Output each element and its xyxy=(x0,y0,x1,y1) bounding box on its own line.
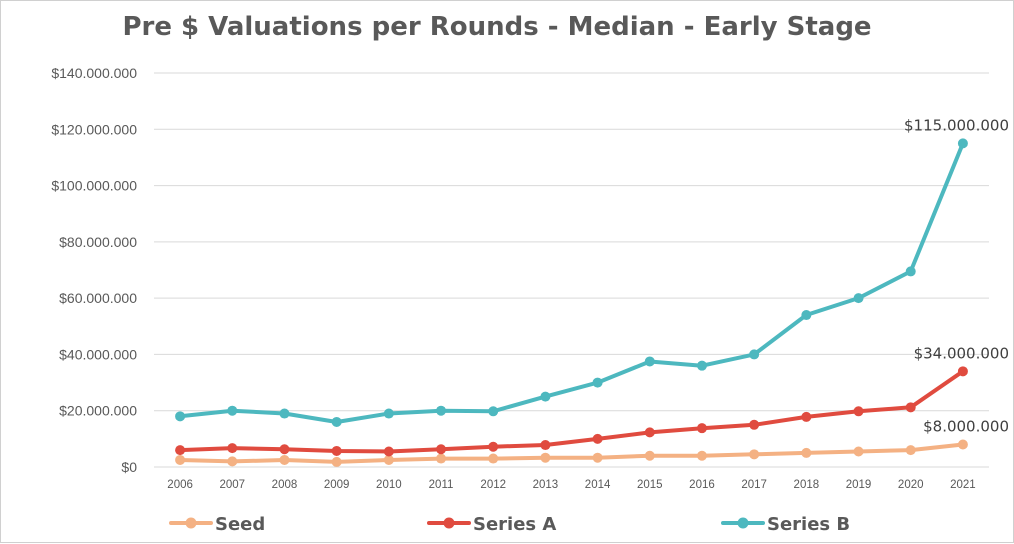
gridlines xyxy=(154,72,989,468)
data-point xyxy=(436,405,447,416)
data-point xyxy=(696,423,707,434)
x-tick-label: 2013 xyxy=(533,479,559,491)
data-point xyxy=(383,454,394,465)
data-label: $34.000.000 xyxy=(914,344,1009,362)
data-point xyxy=(644,427,655,438)
y-tick-label: $80.000.000 xyxy=(59,234,137,250)
x-tick-label: 2009 xyxy=(324,479,350,491)
legend-item: Series B xyxy=(721,514,850,535)
y-tick-label: $140.000.000 xyxy=(51,65,137,81)
data-point xyxy=(279,444,290,455)
legend-swatch-marker xyxy=(737,517,749,529)
x-tick-label: 2007 xyxy=(219,479,245,491)
series-group xyxy=(175,138,968,467)
x-tick-label: 2015 xyxy=(637,479,663,491)
data-point xyxy=(227,443,238,454)
data-point xyxy=(540,440,551,451)
data-point xyxy=(331,416,342,427)
data-point xyxy=(331,456,342,467)
data-point xyxy=(488,441,499,452)
y-axis-ticks: $0 $20.000.000 $40.000.000 $60.000.000 $80.0… xyxy=(51,65,137,475)
x-axis-ticks: 2006 2007 2008 2009 2010 2011 2012 2013 2014 2015… xyxy=(167,479,975,491)
x-tick-label: 2006 xyxy=(167,479,193,491)
data-point xyxy=(853,293,864,304)
data-point xyxy=(853,446,864,457)
x-tick-label: 2016 xyxy=(689,479,715,491)
data-point xyxy=(749,419,760,430)
data-point xyxy=(801,411,812,422)
data-point xyxy=(383,446,394,457)
legend-item: Seed xyxy=(169,514,265,535)
legend-swatch-marker xyxy=(443,517,455,529)
series-line xyxy=(178,369,965,454)
data-labels: $8.000.000 $34.000.000 $115.000.000 xyxy=(904,116,1009,435)
x-tick-label: 2021 xyxy=(950,479,976,491)
data-point xyxy=(488,453,499,464)
y-tick-label: $100.000.000 xyxy=(51,178,137,194)
data-point xyxy=(592,433,603,444)
data-point xyxy=(488,406,499,417)
data-point xyxy=(905,402,916,413)
y-tick-label: $120.000.000 xyxy=(51,121,137,137)
data-point xyxy=(957,439,968,450)
x-tick-label: 2020 xyxy=(898,479,924,491)
data-point xyxy=(749,449,760,460)
data-point xyxy=(592,377,603,388)
series-line xyxy=(178,141,965,424)
y-tick-label: $40.000.000 xyxy=(59,346,137,362)
data-point xyxy=(331,445,342,456)
data-point xyxy=(383,408,394,419)
x-tick-label: 2008 xyxy=(272,479,298,491)
data-point xyxy=(644,356,655,367)
chart-title: Pre $ Valuations per Rounds - Median - E… xyxy=(122,12,871,42)
legend-item: Series A xyxy=(427,514,556,535)
legend-label: Series B xyxy=(767,514,850,535)
data-point xyxy=(801,447,812,458)
data-point xyxy=(644,450,655,461)
y-tick-label: $0 xyxy=(121,459,137,475)
x-tick-label: 2010 xyxy=(376,479,402,491)
x-tick-label: 2017 xyxy=(741,479,767,491)
legend-swatch-marker xyxy=(185,517,197,529)
series-seed xyxy=(175,439,968,467)
data-point xyxy=(905,445,916,456)
data-point xyxy=(853,406,864,417)
y-tick-label: $20.000.000 xyxy=(59,403,137,419)
data-label: $8.000.000 xyxy=(923,417,1009,435)
data-point xyxy=(175,454,186,465)
x-tick-label: 2014 xyxy=(585,479,611,491)
data-point xyxy=(592,452,603,463)
x-tick-label: 2011 xyxy=(429,479,454,491)
legend: Seed Series A Series B xyxy=(169,514,850,535)
data-point xyxy=(279,408,290,419)
series-line xyxy=(178,442,965,464)
legend-label: Series A xyxy=(473,514,556,535)
data-label: $115.000.000 xyxy=(904,116,1009,134)
data-point xyxy=(175,411,186,422)
legend-label: Seed xyxy=(215,514,265,535)
data-point xyxy=(749,349,760,360)
data-point xyxy=(227,456,238,467)
series-series-b xyxy=(175,138,968,427)
data-point xyxy=(227,405,238,416)
data-point xyxy=(905,266,916,277)
data-point xyxy=(957,366,968,377)
data-point xyxy=(540,452,551,463)
data-point xyxy=(957,138,968,149)
data-point xyxy=(696,450,707,461)
y-tick-label: $60.000.000 xyxy=(59,290,137,306)
data-point xyxy=(696,360,707,371)
x-tick-label: 2018 xyxy=(794,479,820,491)
x-tick-label: 2012 xyxy=(480,479,506,491)
data-point xyxy=(436,444,447,455)
data-point xyxy=(175,445,186,456)
data-point xyxy=(540,391,551,402)
data-point xyxy=(436,453,447,464)
series-series-a xyxy=(175,366,968,457)
data-point xyxy=(279,454,290,465)
data-point xyxy=(801,310,812,321)
x-tick-label: 2019 xyxy=(846,479,872,491)
